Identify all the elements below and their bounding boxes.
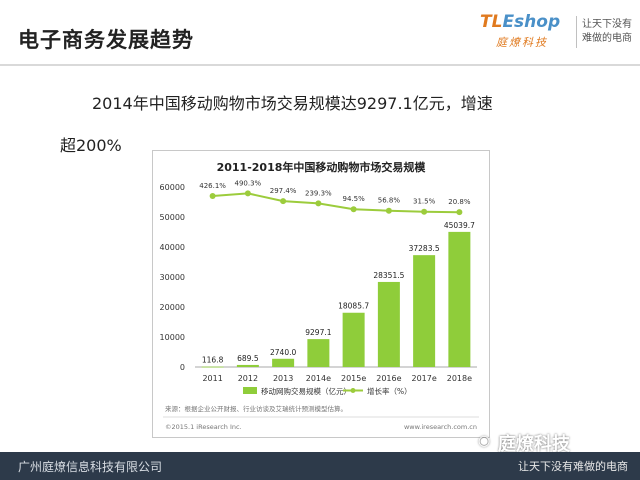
growth-value-label: 239.3%	[305, 189, 332, 197]
growth-value-label: 94.5%	[343, 195, 366, 203]
x-tick-label: 2018e	[447, 374, 472, 383]
x-tick-label: 2014e	[306, 374, 331, 383]
brand-slogan: 让天下没有 难做的电商	[582, 18, 632, 46]
brand-divider	[576, 16, 577, 48]
chart-source-note: 来源：根据企业公开财报、行业访谈及艾瑞统计预测模型估算。	[165, 404, 347, 413]
growth-point	[244, 190, 251, 197]
growth-value-label: 426.1%	[199, 182, 226, 190]
watermark-text: 庭燎科技	[498, 434, 570, 455]
y-tick-label: 30000	[160, 273, 185, 282]
growth-point	[280, 198, 287, 205]
bar	[307, 339, 330, 367]
headline-line2: 超200%	[60, 136, 122, 155]
brand-slogan-line2: 难做的电商	[582, 33, 632, 44]
bar	[342, 312, 365, 367]
bar	[272, 358, 295, 367]
y-tick-label: 0	[180, 363, 185, 372]
x-tick-label: 2015e	[341, 374, 366, 383]
growth-point	[456, 209, 463, 216]
bar-value-label: 18085.7	[338, 302, 369, 311]
brand-logo-text: TLEshop	[480, 12, 561, 32]
growth-point	[385, 207, 392, 214]
brand-slogan-line1: 让天下没有	[582, 19, 632, 30]
footer-slogan: 让天下没有难做的电商	[518, 460, 628, 473]
title-rule	[0, 64, 640, 66]
bar-value-label: 9297.1	[305, 328, 331, 337]
brand-logo-cn: 庭燎科技	[496, 36, 548, 49]
chart-copyright: ©2015.1 iResearch Inc.	[165, 423, 242, 431]
growth-point	[209, 192, 216, 199]
growth-point	[421, 208, 428, 215]
y-tick-label: 10000	[160, 333, 185, 342]
wechat-icon: ◉	[478, 433, 491, 449]
bar-value-label: 45039.7	[444, 221, 475, 230]
chart-container: 2011-2018年中国移动购物市场交易规模 60000 50000 40000 300…	[152, 150, 490, 438]
x-tick-label: 2017e	[411, 374, 436, 383]
legend-bar-swatch	[243, 387, 257, 394]
bar	[236, 364, 259, 367]
bar	[413, 255, 436, 367]
bar-value-label: 28351.5	[373, 271, 404, 280]
bar-value-label: 37283.5	[409, 244, 440, 253]
bar	[448, 231, 471, 367]
x-tick-label: 2013	[273, 374, 293, 383]
y-tick-label: 60000	[160, 183, 185, 192]
growth-value-label: 31.5%	[413, 198, 436, 206]
legend-line-marker	[350, 388, 356, 393]
growth-value-label: 490.3%	[235, 179, 262, 187]
footer-bar: 广州庭燎信息科技有限公司 让天下没有难做的电商	[0, 452, 640, 480]
chart-svg: 2011-2018年中国移动购物市场交易规模 60000 50000 40000 300…	[160, 160, 479, 431]
brand-logo: TLEshop 庭燎科技 让天下没有 难做的电商	[480, 12, 632, 52]
page-title: 电子商务发展趋势	[18, 28, 194, 52]
x-tick-label: 2011	[202, 374, 222, 383]
legend-line-label: 增长率（%）	[367, 386, 412, 396]
footer-company: 广州庭燎信息科技有限公司	[18, 460, 163, 474]
bar	[201, 366, 224, 368]
legend-bar-label: 移动网购交易规模（亿元）	[261, 386, 351, 396]
growth-value-label: 297.4%	[270, 187, 297, 195]
bar-value-label: 689.5	[237, 354, 259, 363]
y-tick-label: 20000	[160, 303, 185, 312]
bar	[377, 281, 400, 367]
bar-value-label: 116.8	[202, 356, 224, 365]
bar-value-label: 2740.0	[270, 348, 296, 357]
chart-website: www.iresearch.com.cn	[404, 423, 477, 431]
growth-value-label: 56.8%	[378, 197, 401, 205]
x-tick-label: 2012	[238, 374, 258, 383]
x-tick-label: 2016e	[376, 374, 401, 383]
headline-line1: 2014年中国移动购物市场交易规模达9297.1亿元，增速	[92, 94, 493, 113]
growth-point	[315, 200, 322, 207]
growth-line	[212, 192, 460, 214]
y-tick-label: 50000	[160, 213, 185, 222]
y-tick-label: 40000	[160, 243, 185, 252]
chart-title: 2011-2018年中国移动购物市场交易规模	[217, 160, 427, 174]
growth-value-label: 20.8%	[448, 198, 471, 206]
growth-point	[350, 206, 357, 213]
